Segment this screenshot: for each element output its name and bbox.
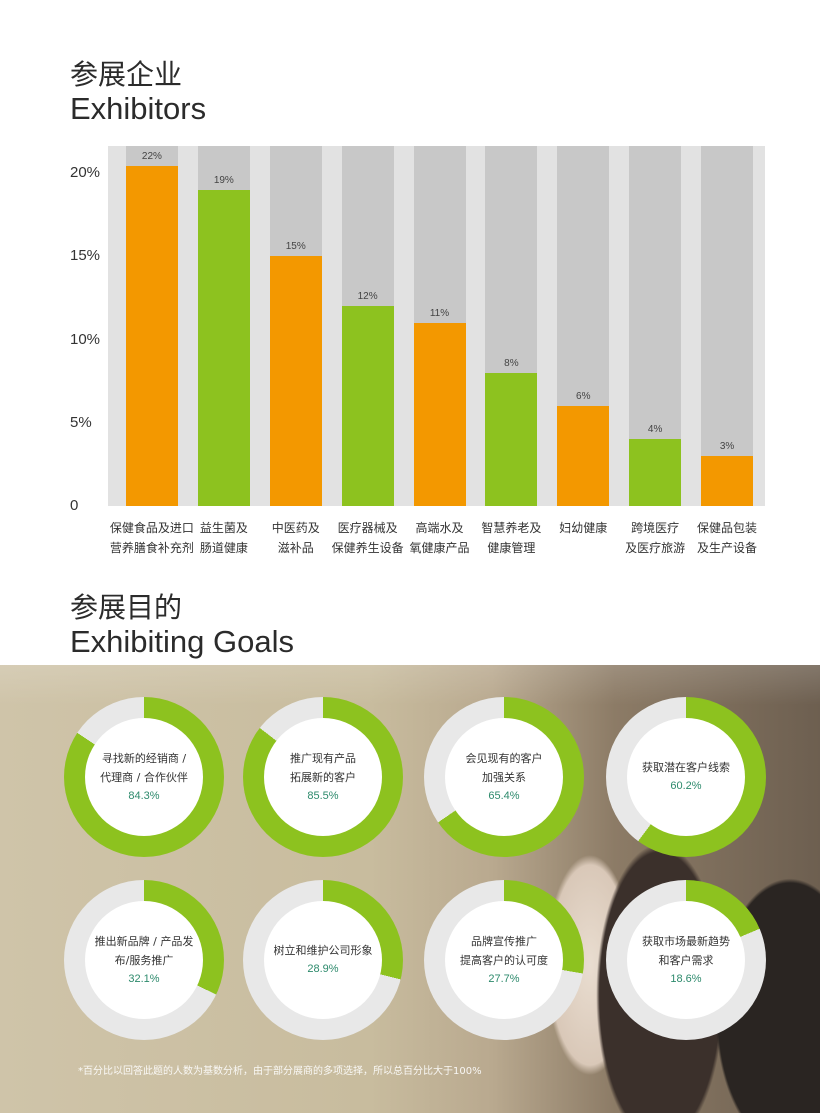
goal-percentage: 85.5%: [307, 789, 339, 802]
bar-data-label: 3%: [719, 441, 735, 453]
x-category-label: 保健食品及进口 营养膳食补充剂: [109, 521, 194, 555]
goals-title-cn: 参展目的: [70, 591, 183, 624]
donut-center: 获取市场最新趋势 和客户需求 18.6%: [627, 901, 745, 1019]
donut-center: 品牌宣传推广 提高客户的认可度 27.7%: [445, 901, 563, 1019]
donut-center: 树立和维护公司形象 28.9%: [264, 901, 382, 1019]
y-tick-label: 5%: [70, 413, 92, 431]
goal-donut: 树立和维护公司形象 28.9%: [243, 880, 403, 1040]
bar-data-label: 8%: [504, 357, 519, 369]
x-category-label: 高端水及 氧健康产品: [409, 521, 470, 555]
goal-label: 推出新品牌 / 产品发 布/服务推广: [94, 934, 194, 967]
goal-percentage: 28.9%: [307, 963, 339, 975]
goal-donut: 推出新品牌 / 产品发 布/服务推广 32.1%: [64, 880, 224, 1040]
bar: [197, 189, 250, 506]
goals-title-en: Exhibiting Goals: [70, 624, 295, 659]
exhibitor-category-bar-chart: 0 5% 10% 15% 20% 22% 保健食品及进口 营养膳食补充剂 19% 益生菌及 肠道…: [70, 146, 765, 555]
x-category-label: 智慧养老及 健康管理: [481, 521, 542, 555]
goal-label: 获取市场最新趋势 和客户需求: [642, 934, 730, 967]
goal-label: 会见现有的客户 加强关系: [465, 751, 543, 784]
x-category-label: 跨境医疗 及医疗旅游: [625, 521, 686, 555]
bar: [701, 456, 754, 506]
goal-donut: 推广现有产品 拓展新的客户 85.5%: [243, 697, 403, 857]
goal-label: 寻找新的经销商 / 代理商 / 合作伙伴: [100, 751, 188, 784]
bar: [485, 372, 538, 506]
bar-data-label: 4%: [647, 424, 663, 436]
bar: [413, 322, 466, 506]
donut-center: 推出新品牌 / 产品发 布/服务推广 32.1%: [85, 901, 203, 1019]
goal-donut: 获取市场最新趋势 和客户需求 18.6%: [606, 880, 766, 1040]
goal-percentage: 18.6%: [670, 972, 702, 985]
goal-donut: 品牌宣传推广 提高客户的认可度 27.7%: [424, 880, 584, 1040]
bar-data-label: 11%: [429, 307, 450, 319]
goal-percentage: 32.1%: [128, 972, 160, 985]
bar: [557, 406, 610, 506]
bar: [269, 256, 322, 506]
bar-data-label: 12%: [357, 291, 378, 303]
goal-percentage: 27.7%: [488, 972, 520, 985]
x-category-label: 妇幼健康: [559, 521, 608, 535]
bar-data-label: 22%: [141, 151, 162, 162]
x-category-label: 医疗器械及 保健养生设备: [331, 521, 404, 555]
bar-data-label: 19%: [213, 174, 234, 186]
goal-label: 品牌宣传推广 提高客户的认可度: [460, 934, 548, 967]
donut-center: 会见现有的客户 加强关系 65.4%: [445, 718, 563, 836]
x-category-label: 益生菌及 肠道健康: [199, 521, 248, 555]
goal-percentage: 84.3%: [128, 789, 160, 802]
bar: [629, 439, 682, 506]
x-category-label: 中医药及 滋补品: [271, 521, 320, 555]
donut-center: 获取潜在客户线索 60.2%: [627, 718, 745, 836]
goal-label: 获取潜在客户线索: [642, 761, 730, 774]
y-tick-label: 15%: [70, 247, 101, 265]
exhibitors-title-en: Exhibitors: [70, 91, 207, 126]
goal-percentage: 65.4%: [488, 789, 520, 802]
y-tick-label: 10%: [70, 330, 101, 348]
goal-donut: 会见现有的客户 加强关系 65.4%: [424, 697, 584, 857]
donut-center: 推广现有产品 拓展新的客户 85.5%: [264, 718, 382, 836]
footnote: *百分比以回答此题的人数为基数分析，由于部分展商的多项选择，所以总百分比大于10…: [78, 1066, 482, 1077]
goals-heading: 参展目的 Exhibiting Goals: [70, 591, 294, 659]
exhibitors-title-cn: 参展企业: [70, 58, 183, 91]
goal-donut: 寻找新的经销商 / 代理商 / 合作伙伴 84.3%: [64, 697, 224, 857]
goal-label: 树立和维护公司形象: [273, 944, 373, 957]
y-tick-label: 20%: [70, 164, 101, 181]
bar: [341, 306, 394, 506]
bar-data-label: 6%: [576, 391, 591, 403]
donut-center: 寻找新的经销商 / 代理商 / 合作伙伴 84.3%: [85, 718, 203, 836]
bar-data-label: 15%: [285, 241, 306, 253]
x-category-label: 保健品包装 及生产设备: [697, 521, 758, 555]
bar: [125, 166, 178, 506]
exhibitors-heading: 参展企业 Exhibitors: [70, 58, 206, 126]
goal-donut: 获取潜在客户线索 60.2%: [606, 697, 766, 857]
bar-track: [701, 146, 754, 506]
goal-label: 推广现有产品 拓展新的客户: [290, 751, 356, 784]
y-tick-label: 0: [70, 497, 79, 514]
goal-percentage: 60.2%: [670, 780, 702, 792]
